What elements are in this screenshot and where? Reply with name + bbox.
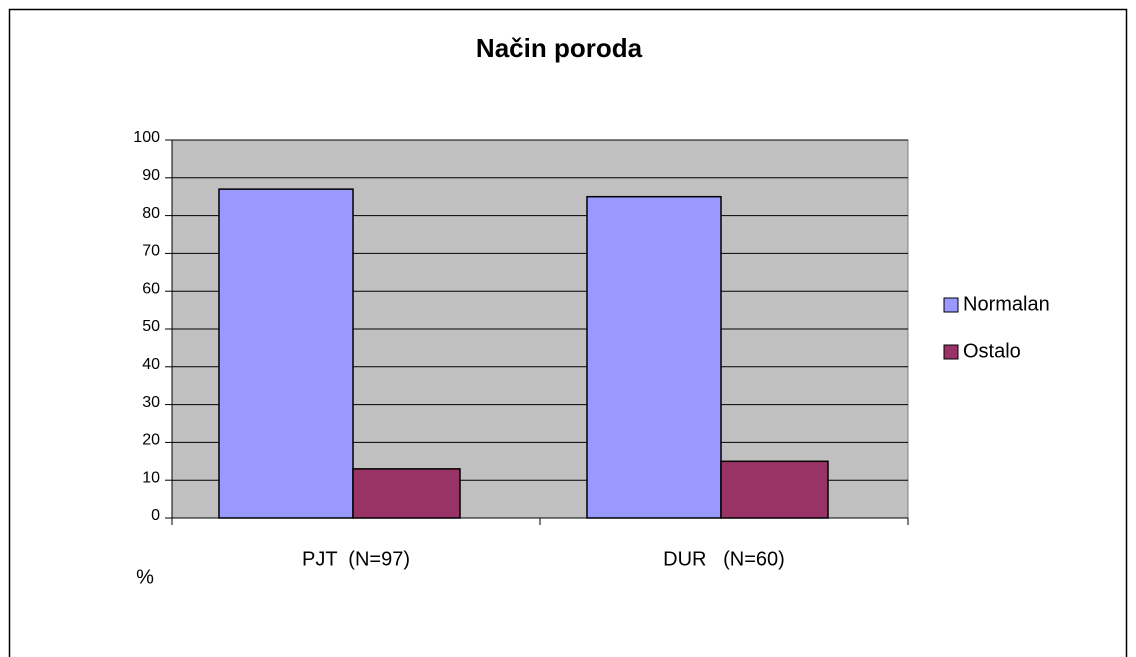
- y-tick-label: 80: [142, 205, 160, 222]
- legend-label: Ostalo: [963, 340, 1021, 362]
- y-tick-label: 10: [142, 469, 160, 486]
- legend-swatch: [943, 344, 959, 360]
- y-tick-label: 90: [142, 167, 160, 184]
- legend-swatch: [943, 297, 959, 313]
- bar: [720, 460, 829, 519]
- bar: [586, 195, 722, 519]
- y-tick-label: 100: [133, 129, 160, 146]
- y-tick-label: 0: [151, 507, 160, 524]
- chart-title: Način poroda: [476, 33, 643, 63]
- y-tick-label: 40: [142, 356, 160, 373]
- bar: [352, 468, 461, 519]
- x-tick-label: PJT (N=97): [302, 548, 410, 570]
- bar: [218, 188, 354, 519]
- y-tick-label: 30: [142, 394, 160, 411]
- y-tick-label: 70: [142, 243, 160, 260]
- y-tick-label: 20: [142, 432, 160, 449]
- legend-label: Normalan: [963, 293, 1050, 315]
- x-tick-label: DUR (N=60): [663, 548, 785, 570]
- y-tick-label: 60: [142, 280, 160, 297]
- y-tick-label: 50: [142, 318, 160, 335]
- y-axis-label: %: [136, 566, 154, 588]
